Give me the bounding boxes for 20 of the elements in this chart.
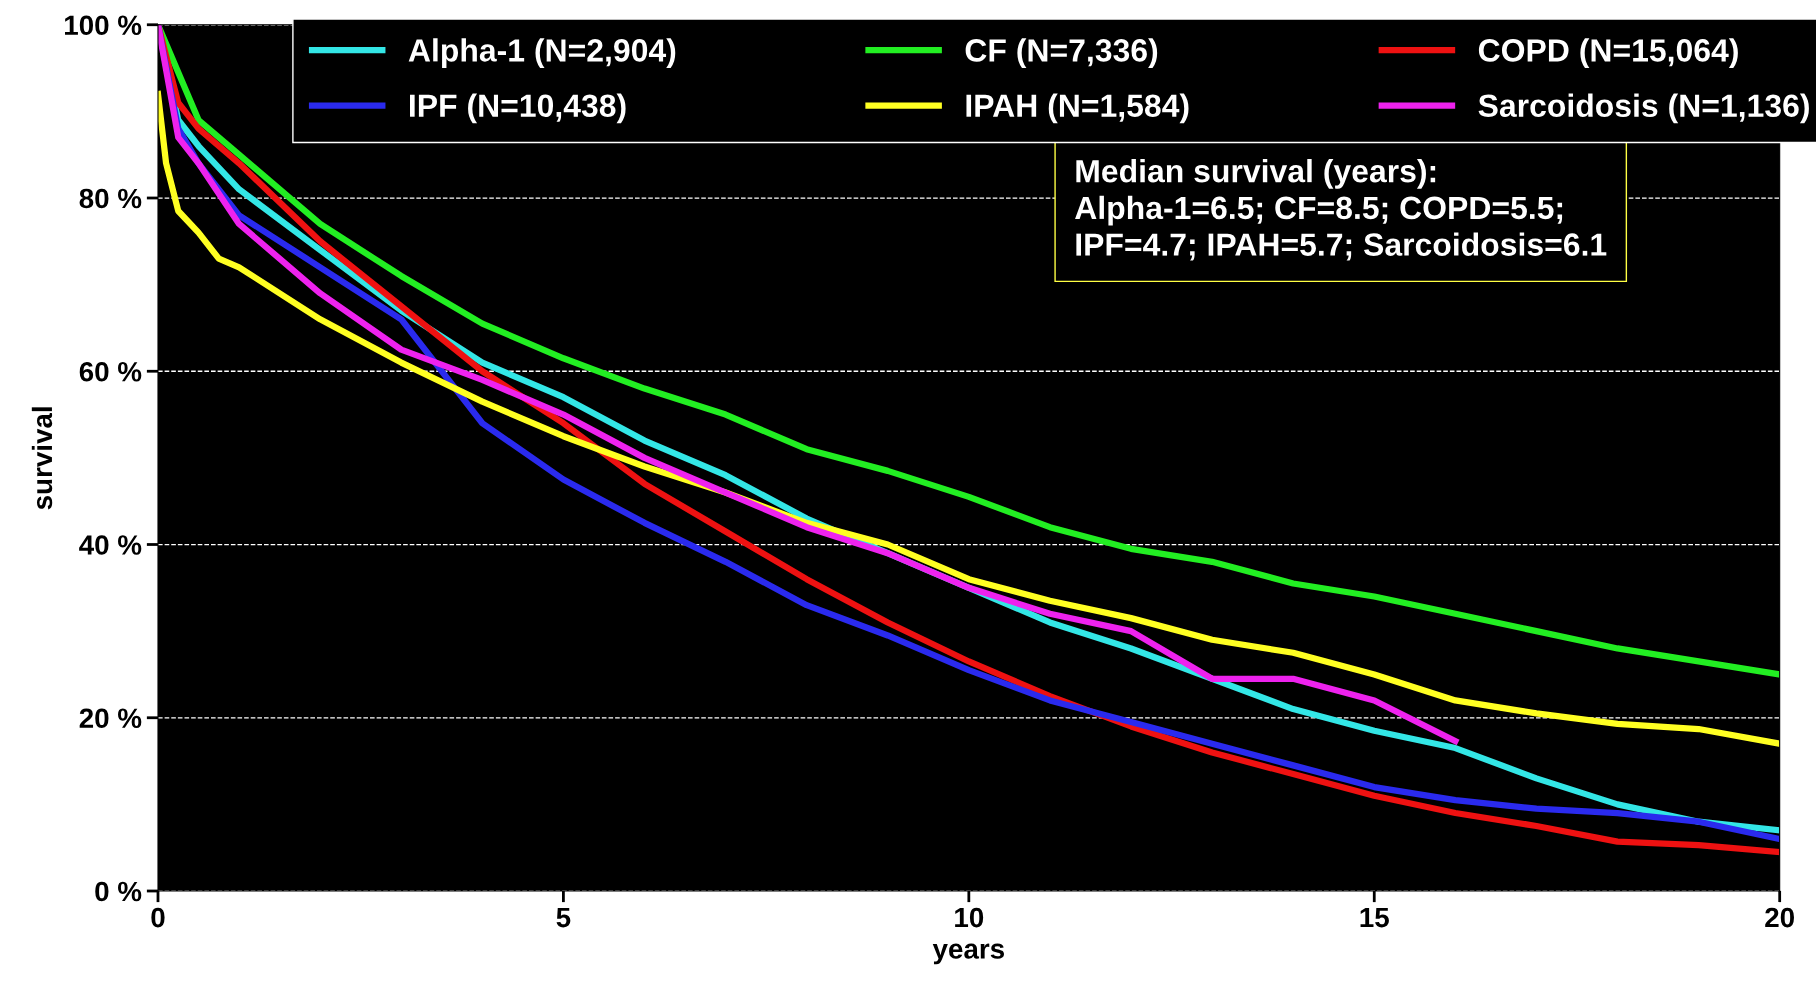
y-tick-label: 60 % (79, 361, 142, 382)
y-tick-label: 80 % (79, 188, 142, 209)
legend-label: COPD (N=15,064) (1478, 38, 1738, 69)
y-axis-title: survival (31, 407, 53, 510)
y-tick-label: 100 % (65, 15, 142, 36)
legend-label: IPAH (N=1,584) (966, 93, 1189, 124)
annotation: Median survival (years): Alpha-1=6.5; CF=8.5; COPD=5.5; IPF=4.7; IPAH=5.7; Sarcoidosis=6.1 (1075, 159, 1607, 261)
legend-label: IPF (N=10,438) (410, 93, 626, 124)
legend-label: CF (N=7,336) (965, 38, 1158, 69)
x-tick-label: 0 (151, 907, 165, 928)
y-tick-label: 0 % (95, 881, 142, 902)
legend-label: Alpha-1 (N=2,904) (408, 38, 676, 69)
x-axis-title: years (932, 943, 1004, 965)
x-tick-label: 15 (1360, 907, 1389, 928)
y-tick-label: 40 % (79, 535, 142, 555)
legend-label: Sarcoidosis (N=1,136) (1478, 93, 1809, 124)
y-tick-label: 20 % (79, 708, 142, 729)
x-tick-label: 20 (1765, 907, 1794, 928)
x-tick-label: 10 (955, 907, 984, 928)
x-tick-label: 5 (556, 907, 571, 928)
